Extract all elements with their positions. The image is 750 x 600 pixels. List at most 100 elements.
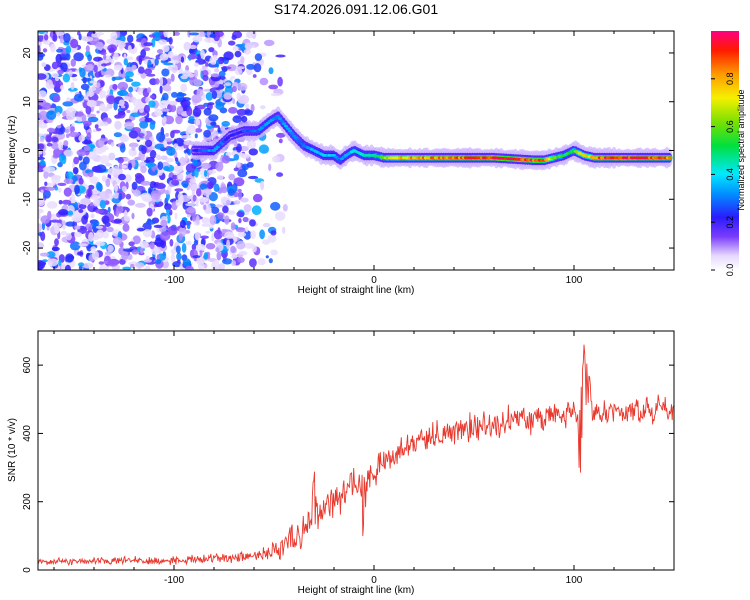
spectrogram-noise-cell bbox=[38, 198, 46, 207]
spectrogram-noise-cell bbox=[163, 62, 174, 66]
spectrogram-noise-cell bbox=[208, 192, 218, 202]
spectrogram-noise-cell bbox=[59, 34, 64, 44]
spectrogram-noise-cell bbox=[181, 243, 187, 253]
spectrogram-noise-cell bbox=[57, 162, 63, 168]
spectrogram-noise-cell bbox=[86, 132, 92, 141]
spectrogram-noise-cell bbox=[78, 209, 84, 213]
spectrogram-noise-cell bbox=[38, 260, 46, 270]
spectrogram-noise-cell bbox=[181, 180, 189, 188]
spectrogram-noise-cell bbox=[144, 117, 153, 123]
spectrogram-noise-cell bbox=[113, 218, 122, 224]
spectrogram-noise-cell bbox=[95, 241, 106, 247]
spectrogram-noise-cell bbox=[176, 105, 184, 115]
spectrogram-noise-cell bbox=[68, 69, 73, 78]
spectrogram-noise-cell bbox=[66, 97, 71, 103]
snr-xlabel: Height of straight line (km) bbox=[298, 585, 415, 596]
spectrogram-noise-cell bbox=[185, 265, 194, 270]
spectrogram-noise-cell bbox=[243, 242, 255, 249]
spectrogram-noise-cell bbox=[80, 198, 91, 205]
spectrogram-noise-cell bbox=[98, 66, 105, 70]
x-tick-label: 100 bbox=[566, 275, 583, 286]
spectrogram-noise-cell bbox=[195, 197, 199, 207]
colorbar-tick-label: 0.8 bbox=[725, 73, 735, 86]
spectrogram-noise-cell bbox=[159, 85, 163, 94]
spectrogram-noise-cell bbox=[164, 203, 172, 211]
spectrogram-noise-cell bbox=[89, 176, 99, 184]
spectrogram-noise-cell bbox=[64, 264, 71, 270]
spectrogram-noise-cell bbox=[160, 238, 167, 249]
spectrogram-noise-cell bbox=[259, 77, 269, 86]
spectrogram-noise-cell bbox=[174, 157, 179, 162]
spectrogram-noise-cell bbox=[215, 59, 220, 68]
spectrogram-noise-cell bbox=[164, 189, 170, 195]
spectrogram-noise-cell bbox=[123, 58, 128, 66]
spectrogram-noise-cell bbox=[163, 140, 168, 148]
spectrogram-noise-cell bbox=[163, 31, 169, 38]
spectrogram-noise-cell bbox=[62, 73, 71, 83]
spectrogram-ridge-core bbox=[275, 115, 281, 118]
spectrogram-noise-cell bbox=[44, 181, 48, 186]
spectrogram-noise-cell bbox=[221, 67, 228, 72]
spectrogram-noise-cell bbox=[98, 261, 105, 265]
spectrogram-noise-cell bbox=[38, 90, 47, 98]
spectrogram-noise-cell bbox=[201, 188, 212, 196]
spectrogram-noise-cell bbox=[194, 133, 198, 139]
spectrogram-noise-cell bbox=[122, 96, 131, 101]
spectrogram-noise-cell bbox=[220, 186, 228, 194]
spectrogram-noise-cell bbox=[165, 157, 175, 163]
y-tick-label: -10 bbox=[22, 192, 33, 207]
spectrogram-noise-cell bbox=[58, 259, 62, 266]
spectrogram-noise-cell bbox=[130, 263, 135, 269]
spectrogram-noise-cell bbox=[108, 47, 116, 54]
spectrogram-ylabel: Frequency (Hz) bbox=[7, 116, 18, 185]
x-tick-label: 0 bbox=[371, 275, 377, 286]
spectrogram-noise-cell bbox=[149, 120, 156, 130]
spectrogram-noise-cell bbox=[78, 243, 88, 247]
spectrogram-noise-cell bbox=[92, 250, 99, 261]
spectrogram-noise-cell bbox=[202, 75, 209, 82]
spectrogram-noise-cell bbox=[201, 217, 210, 224]
spectrogram-noise-cell bbox=[99, 263, 109, 270]
spectrogram-noise-cell bbox=[171, 64, 178, 73]
spectrogram-noise-cell bbox=[108, 152, 116, 161]
y-tick-label: 10 bbox=[22, 96, 33, 108]
spectrogram-noise-cell bbox=[91, 166, 100, 172]
spectrogram-noise-cell bbox=[199, 250, 203, 257]
spectrogram-noise-cell bbox=[222, 258, 233, 265]
spectrogram-noise-cell bbox=[194, 128, 203, 133]
spectrogram-ridge-core bbox=[285, 127, 291, 130]
spectrogram-noise-cell bbox=[267, 234, 277, 243]
spectrogram-noise-cell bbox=[113, 132, 122, 138]
spectrogram-noise-cell bbox=[270, 93, 281, 97]
spectrogram-noise-cell bbox=[126, 56, 134, 61]
spectrogram-noise-cell bbox=[107, 206, 111, 214]
spectrogram-noise-cell bbox=[158, 39, 168, 45]
spectrogram-noise-cell bbox=[213, 259, 220, 268]
spectrogram-noise-cell bbox=[230, 222, 236, 231]
spectrogram-noise-cell bbox=[143, 42, 153, 47]
spectrogram-noise-cell bbox=[205, 230, 211, 234]
spectrogram-noise-cell bbox=[211, 90, 218, 100]
spectrogram-noise-cell bbox=[201, 223, 211, 227]
spectrogram-noise-cell bbox=[189, 178, 196, 184]
spectrogram-noise-cell bbox=[207, 102, 215, 106]
spectrogram-noise-cell bbox=[87, 54, 92, 62]
spectrogram-noise-cell bbox=[103, 54, 107, 60]
spectrogram-noise-cell bbox=[45, 79, 53, 90]
spectrogram-noise-cell bbox=[38, 150, 43, 155]
spectrogram-noise-cell bbox=[182, 258, 191, 267]
spectrogram-noise-cell bbox=[56, 112, 61, 117]
spectrogram-noise-cell bbox=[194, 231, 201, 241]
spectrogram-ridge-core bbox=[279, 119, 285, 123]
spectrogram-noise-cell bbox=[274, 211, 286, 221]
spectrogram-noise-cell bbox=[121, 105, 126, 109]
spectrogram-noise-cell bbox=[232, 115, 243, 123]
spectrogram-noise-cell bbox=[140, 156, 145, 162]
spectrogram-noise-cell bbox=[176, 252, 182, 261]
spectrogram-noise-cell bbox=[128, 162, 132, 171]
spectrogram-noise-cell bbox=[57, 141, 64, 151]
spectrogram-noise-cell bbox=[211, 232, 215, 242]
spectrogram-noise-cell bbox=[94, 124, 99, 129]
spectrogram-noise-cell bbox=[190, 183, 198, 191]
y-tick-label: 400 bbox=[22, 425, 33, 442]
